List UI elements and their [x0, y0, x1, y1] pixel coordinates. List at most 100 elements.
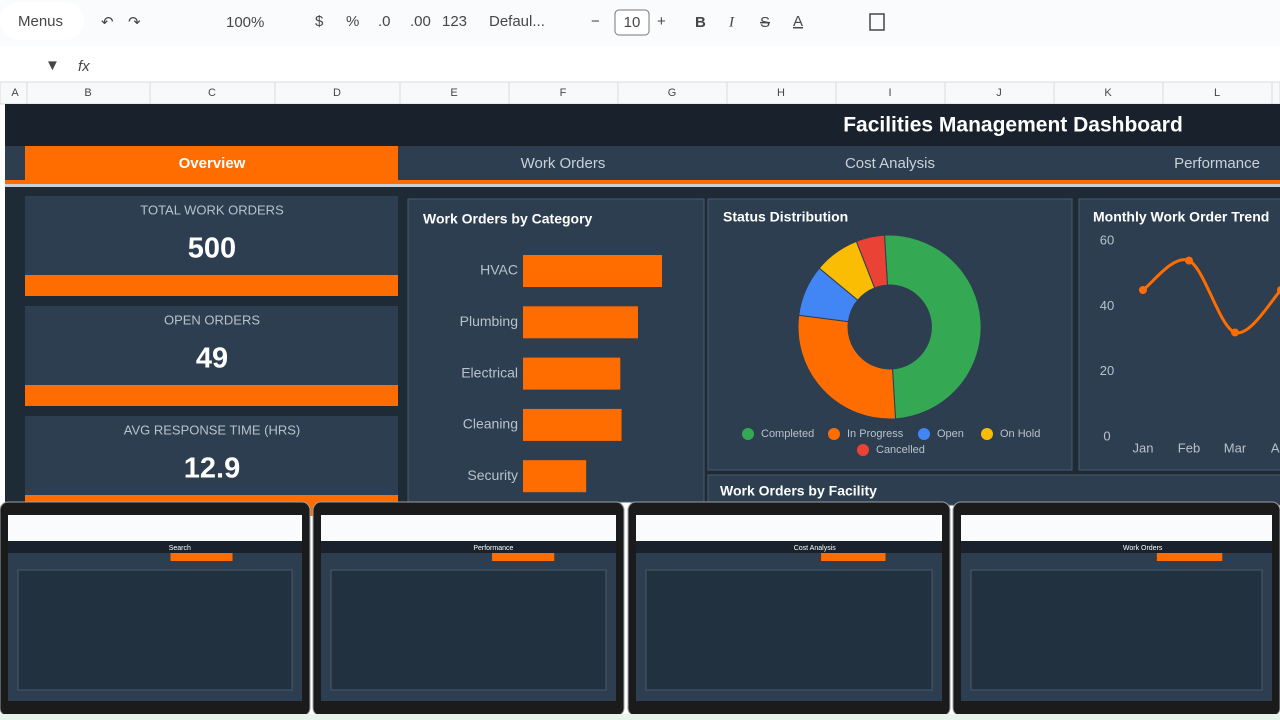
undo[interactable]: ↶: [101, 14, 114, 31]
chart-title: Status Distribution: [723, 209, 848, 225]
y-tick-label: 60: [1100, 232, 1114, 247]
legend-swatch: [857, 444, 869, 456]
thumbnail-title: Performance: [473, 545, 513, 552]
column-header: C: [208, 87, 216, 99]
legend-label: In Progress: [847, 428, 904, 440]
bar-label: Security: [467, 467, 518, 483]
thumbnail-content: [970, 569, 1263, 691]
tab-label[interactable]: Work Orders: [521, 155, 606, 172]
trend-point: [1277, 286, 1280, 294]
kpi-accent: [25, 275, 398, 296]
menus-search[interactable]: [0, 2, 84, 40]
italic[interactable]: I: [728, 14, 735, 30]
donut-slice: [855, 234, 889, 289]
borders[interactable]: [869, 13, 885, 31]
font-decrease[interactable]: −: [591, 13, 600, 30]
bold[interactable]: B: [695, 14, 706, 31]
panel: [707, 474, 1280, 506]
y-tick-label: 40: [1100, 298, 1114, 313]
kpi-label: OPEN ORDERS: [164, 312, 260, 327]
thumbnail-toolbar: [961, 515, 1272, 541]
donut-slice: [883, 234, 982, 420]
column-header: J: [996, 87, 1002, 99]
thumbnail-tab: [821, 553, 886, 561]
percent[interactable]: %: [346, 13, 359, 30]
kpi-label: AVG RESPONSE TIME (HRS): [124, 422, 301, 437]
tab-label[interactable]: Performance: [1174, 155, 1260, 172]
donut-slice: [797, 314, 897, 420]
formula-bar: [0, 46, 1280, 82]
bar-label: HVAC: [480, 262, 518, 278]
tab-label[interactable]: Cost Analysis: [845, 155, 935, 172]
x-tick-label: Feb: [1178, 440, 1200, 455]
thumbnail-content: [17, 569, 293, 691]
bar-label: Cleaning: [463, 416, 518, 432]
bar: [523, 357, 621, 390]
currency[interactable]: $: [315, 13, 324, 30]
legend-swatch: [918, 428, 930, 440]
thumbnail-header: [636, 541, 942, 553]
column-header-bar: [0, 81, 1280, 105]
bar: [523, 306, 638, 339]
column-header: F: [560, 87, 567, 99]
chart-title: Monthly Work Order Trend: [1093, 209, 1269, 225]
column-header: E: [450, 87, 457, 99]
number-format[interactable]: 123: [442, 13, 467, 30]
active-tab[interactable]: [25, 146, 398, 180]
bar: [523, 408, 622, 441]
thumbnail-content: [645, 569, 933, 691]
legend-label: Completed: [761, 428, 814, 440]
x-tick-label: Mar: [1224, 440, 1247, 455]
x-tick-label: Jan: [1133, 440, 1154, 455]
trend-line: [1142, 258, 1280, 335]
menus-label[interactable]: Menus: [18, 13, 63, 30]
kpi-accent: [25, 385, 398, 406]
decrease-decimal[interactable]: .0: [378, 13, 391, 30]
thumbnail-tab: [492, 553, 555, 561]
tab-underline: [5, 180, 1280, 184]
dashboard-title: Facilities Management Dashboard: [843, 114, 1183, 137]
thumbnail-header: [961, 541, 1272, 553]
bottom-strip: [0, 714, 1280, 720]
thumbnail-title: Cost Analysis: [794, 545, 837, 552]
name-box-arrow[interactable]: ▼: [45, 57, 60, 74]
text-color[interactable]: A: [793, 13, 803, 30]
column-header: B: [84, 87, 91, 99]
legend-label: Open: [937, 428, 964, 440]
y-tick-label: 0: [1103, 428, 1110, 443]
font-family[interactable]: Defaul...: [489, 13, 545, 30]
kpi-value: 12.9: [184, 453, 240, 485]
column-header: K: [1104, 87, 1112, 99]
legend-label: On Hold: [1000, 428, 1040, 440]
column-header: L: [1214, 87, 1220, 99]
font-size[interactable]: 10: [624, 14, 641, 31]
trend-point: [1139, 286, 1147, 294]
trend-point: [1185, 256, 1193, 265]
redo[interactable]: ↷: [128, 14, 141, 31]
tab-label[interactable]: Overview: [179, 155, 246, 172]
kpi-label: TOTAL WORK ORDERS: [140, 202, 284, 217]
thumbnail-title: Search: [169, 545, 191, 552]
strikethrough[interactable]: S: [760, 14, 770, 31]
bar: [523, 255, 662, 287]
y-tick-label: 20: [1100, 363, 1114, 378]
zoom[interactable]: 100%: [226, 14, 264, 31]
column-header: I: [888, 87, 891, 99]
column-header: G: [668, 87, 677, 99]
thumbnail-content: [330, 569, 607, 691]
x-tick-label: Apr: [1271, 440, 1280, 455]
bar: [523, 460, 587, 493]
thumbnail-header: [321, 541, 616, 553]
bar-label: Electrical: [461, 364, 518, 380]
increase-decimal[interactable]: .00: [410, 13, 431, 30]
bar-label: Plumbing: [460, 313, 518, 329]
legend-swatch: [981, 428, 993, 440]
font-size-box[interactable]: [614, 9, 650, 36]
panel: [1078, 198, 1280, 471]
fx-label: fx: [78, 58, 90, 75]
thumbnail-title: Work Orders: [1123, 545, 1163, 552]
thumbnail-tab: [170, 553, 233, 561]
font-increase[interactable]: +: [657, 13, 666, 30]
